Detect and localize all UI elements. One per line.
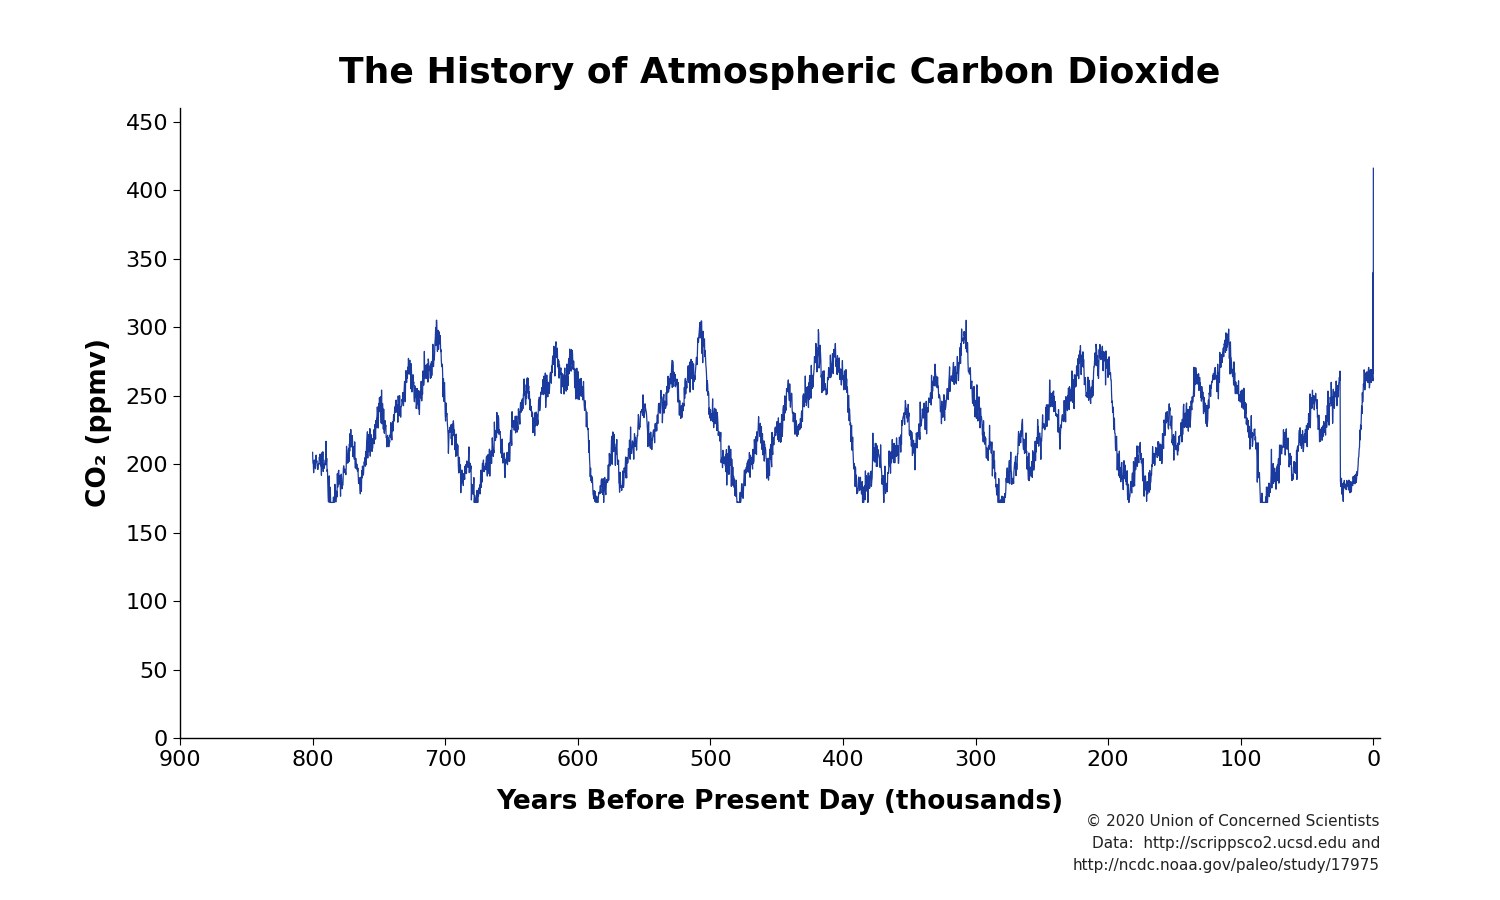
Text: © 2020 Union of Concerned Scientists
Data:  http://scrippsco2.ucsd.edu and
http:: © 2020 Union of Concerned Scientists Dat… bbox=[1072, 814, 1380, 873]
Y-axis label: CO₂ (ppmv): CO₂ (ppmv) bbox=[86, 338, 111, 508]
Title: The History of Atmospheric Carbon Dioxide: The History of Atmospheric Carbon Dioxid… bbox=[339, 56, 1221, 90]
X-axis label: Years Before Present Day (thousands): Years Before Present Day (thousands) bbox=[496, 789, 1064, 815]
